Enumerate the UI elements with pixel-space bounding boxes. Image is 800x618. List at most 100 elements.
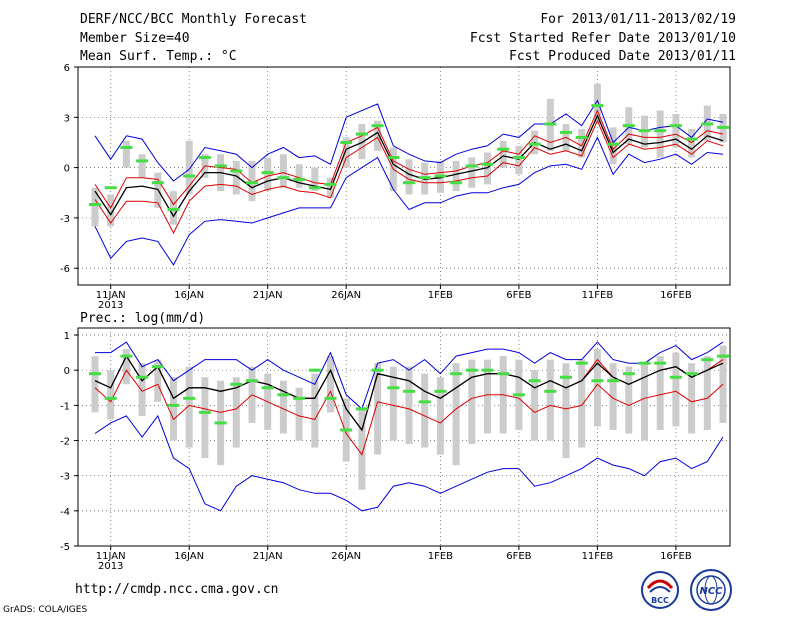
prec-observed-marker	[607, 379, 620, 383]
temp-spread-box	[672, 113, 680, 148]
prec-ytick-label: 1	[64, 331, 70, 342]
prec-spread-box	[656, 356, 664, 430]
prec-spread-box	[389, 366, 397, 441]
prec-spread-box	[295, 387, 303, 441]
temp-spread-box	[342, 137, 350, 168]
temp-spread-box	[295, 164, 303, 188]
prec-ytick-label: -4	[60, 507, 70, 518]
prec-spread-box	[672, 352, 680, 427]
temp-observed-marker	[418, 176, 431, 180]
prec-xtick-label: 26JAN	[331, 551, 361, 562]
prec-spread-box	[327, 356, 334, 413]
prec-spread-box	[484, 359, 491, 434]
prec-observed-marker	[214, 421, 227, 425]
prec-xtick-label: 16FEB	[660, 551, 692, 562]
prec-observed-marker	[261, 386, 274, 390]
prec-spread-box	[468, 359, 476, 445]
temp-spread-box	[593, 83, 601, 125]
temp-spread-box	[515, 145, 523, 175]
temp-observed-marker	[120, 145, 133, 149]
prec-observed-marker	[371, 368, 384, 372]
prec-spread-box	[641, 363, 648, 441]
prec-series-lower	[94, 369, 724, 456]
prec-observed-marker	[151, 365, 164, 369]
prec-observed-marker	[230, 382, 243, 386]
temp-observed-marker	[293, 177, 306, 181]
prec-spread-box	[232, 377, 240, 448]
temp-observed-marker	[340, 140, 353, 144]
temp-observed-marker	[261, 171, 274, 175]
prec-spread-box	[122, 349, 130, 385]
prec-observed-marker	[434, 389, 447, 393]
prec-spread-box	[138, 363, 146, 416]
prec-observed-marker	[701, 358, 714, 362]
temp-spread-box	[279, 154, 287, 188]
temp-spread-box	[264, 157, 272, 192]
temp-observed-marker	[324, 182, 337, 186]
prec-spread-box	[593, 349, 601, 427]
temp-xtick-label: 21JAN	[253, 290, 283, 301]
temp-observed-marker	[622, 124, 635, 128]
temp-ytick-label: -3	[60, 214, 70, 225]
temp-ytick-label: 6	[64, 63, 70, 74]
temp-ytick-label: 3	[64, 113, 70, 124]
temp-xtick-label: 16JAN	[174, 290, 204, 301]
prec-xtick-label: 6FEB	[506, 551, 531, 562]
temp-spread-box	[452, 160, 460, 192]
temp-spread-box	[609, 127, 617, 165]
temp-observed-marker	[104, 186, 117, 190]
temp-observed-marker	[277, 176, 290, 180]
prec-observed-marker	[418, 400, 431, 404]
temp-observed-marker	[355, 132, 368, 136]
temp-spread-box	[358, 124, 366, 160]
temp-spread-box	[578, 129, 586, 158]
prec-spread-box	[91, 356, 99, 413]
temp-spread-box	[248, 160, 256, 202]
temp-spread-box	[311, 167, 319, 192]
prec-observed-marker	[669, 375, 682, 379]
temp-spread-box	[484, 152, 491, 185]
prec-spread-box	[625, 366, 633, 434]
prec-xtick-label: 16JAN	[174, 551, 204, 562]
prec-observed-marker	[512, 393, 525, 397]
prec-observed-marker	[308, 368, 321, 372]
prec-series-min	[94, 414, 724, 512]
prec-observed-marker	[465, 368, 478, 372]
temp-observed-marker	[654, 129, 667, 133]
prec-ytick-label: -3	[60, 472, 70, 483]
temp-observed-marker	[685, 137, 698, 141]
prec-spread-box	[185, 366, 193, 448]
prec-observed-marker	[591, 379, 604, 383]
prec-xtick-label: 1FEB	[428, 551, 453, 562]
temp-observed-marker	[371, 124, 384, 128]
temp-spread-box	[656, 110, 664, 158]
prec-spread-box	[311, 373, 319, 448]
prec-spread-box	[405, 366, 413, 445]
temp-observed-marker	[497, 147, 510, 151]
temp-observed-marker	[450, 181, 463, 185]
prec-observed-marker	[685, 372, 698, 376]
prec-spread-box	[170, 377, 177, 441]
member-size-label: Member Size=40	[80, 31, 190, 46]
prec-observed-marker	[167, 403, 180, 407]
temp-xtick-label: 26JAN	[331, 290, 361, 301]
temp-spread-box	[91, 187, 99, 227]
prec-spread-box	[531, 370, 539, 441]
temp-observed-marker	[198, 156, 211, 160]
prec-ytick-label: -2	[60, 437, 70, 448]
temp-observed-marker	[560, 130, 572, 134]
prec-observed-marker	[481, 368, 494, 372]
prec-observed-marker	[528, 379, 541, 383]
temp-observed-marker	[89, 203, 101, 207]
prec-spread-box	[562, 363, 570, 459]
prec-observed-marker	[324, 396, 337, 400]
prec-xtick-label: 11JAN	[96, 551, 126, 562]
temp-plot-frame	[77, 66, 731, 286]
bcc-logo-text: BCC	[651, 596, 669, 605]
prec-observed-marker	[544, 389, 557, 393]
prec-spread-box	[358, 408, 366, 490]
prec-observed-marker	[560, 375, 572, 379]
prec-observed-marker	[575, 361, 588, 365]
source-url[interactable]: http://cmdp.ncc.cma.gov.cn	[75, 582, 279, 597]
prec-ytick-label: -5	[60, 542, 70, 553]
